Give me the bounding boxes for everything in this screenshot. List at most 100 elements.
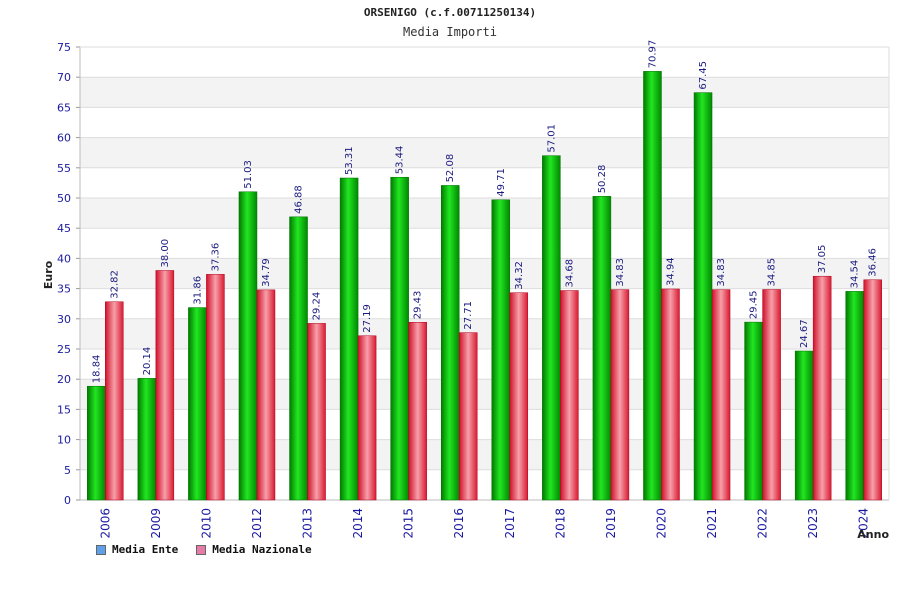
- data-label-nazionale-2021: 34.83: [716, 258, 727, 287]
- y-tick-label: 70: [57, 71, 71, 84]
- legend-label-nazionale: Media Nazionale: [212, 543, 312, 556]
- x-tick-label-2006: 2006: [98, 508, 112, 539]
- bar-ente-2023: [794, 350, 814, 501]
- x-tick-label-2015: 2015: [402, 508, 416, 539]
- data-label-ente-2016: 52.08: [445, 154, 456, 183]
- data-label-ente-2021: 67.45: [698, 61, 709, 90]
- bar-ente-2022: [744, 321, 763, 501]
- x-axis-label: Anno: [857, 528, 889, 541]
- chart-subtitle: Media Importi: [403, 25, 497, 39]
- data-label-ente-2006: 18.84: [91, 355, 102, 384]
- data-label-nazionale-2013: 29.24: [312, 292, 323, 321]
- y-axis-label: Euro: [42, 260, 55, 289]
- data-label-nazionale-2006: 32.82: [109, 270, 120, 299]
- bar-ente-2017: [491, 199, 511, 501]
- y-tick-label: 5: [64, 464, 71, 477]
- chart-title: ORSENIGO (c.f.00711250134): [363, 6, 537, 19]
- legend-item-nazionale: Media Nazionale: [196, 543, 312, 556]
- bar-nazionale-2020: [661, 288, 680, 501]
- bar-nazionale-2022: [762, 289, 781, 501]
- x-tick-label-2012: 2012: [250, 508, 264, 539]
- data-label-nazionale-2010: 37.36: [210, 243, 221, 272]
- grid-band: [80, 137, 889, 168]
- data-label-ente-2024: 34.54: [850, 260, 861, 289]
- x-tick-label-2013: 2013: [301, 508, 315, 539]
- bar-nazionale-2015: [408, 321, 427, 501]
- x-tick-label-2024: 2024: [857, 508, 871, 539]
- data-label-nazionale-2012: 34.79: [261, 258, 272, 287]
- y-tick-label: 25: [57, 343, 71, 356]
- y-tick-label: 30: [57, 313, 71, 326]
- bar-ente-2012: [238, 191, 258, 501]
- y-tick-label: 65: [57, 101, 71, 114]
- bar-ente-2013: [289, 216, 308, 501]
- data-label-ente-2013: 46.88: [294, 185, 305, 214]
- data-label-nazionale-2018: 34.68: [564, 259, 575, 288]
- y-tick-label: 45: [57, 222, 71, 235]
- data-label-ente-2012: 51.03: [243, 160, 254, 189]
- x-tick-label-2009: 2009: [149, 508, 163, 539]
- x-tick-label-2020: 2020: [654, 508, 668, 539]
- bar-nazionale-2016: [458, 332, 478, 501]
- x-tick-label-2022: 2022: [756, 508, 770, 539]
- bar-ente-2019: [592, 196, 612, 501]
- y-tick-label: 10: [57, 434, 71, 447]
- data-label-ente-2023: 24.67: [799, 319, 810, 348]
- y-tick-label: 40: [57, 252, 71, 265]
- data-label-nazionale-2024: 36.46: [868, 248, 879, 277]
- bar-nazionale-2019: [610, 289, 630, 501]
- bar-ente-2015: [390, 176, 409, 501]
- data-label-ente-2009: 20.14: [142, 347, 153, 376]
- y-tick-label: 15: [57, 403, 71, 416]
- bar-nazionale-2006: [105, 301, 124, 501]
- data-label-nazionale-2015: 29.43: [413, 291, 424, 320]
- bar-nazionale-2018: [560, 290, 579, 501]
- legend-swatch-nazionale: [196, 544, 207, 555]
- data-label-nazionale-2023: 37.05: [817, 245, 828, 274]
- bar-nazionale-2012: [256, 289, 276, 501]
- data-label-nazionale-2016: 27.71: [463, 301, 474, 330]
- bar-ente-2018: [542, 155, 561, 501]
- x-tick-label-2010: 2010: [199, 508, 213, 539]
- data-label-ente-2018: 57.01: [546, 124, 557, 153]
- bar-nazionale-2013: [307, 323, 326, 501]
- bar-nazionale-2010: [206, 274, 225, 501]
- y-tick-label: 0: [64, 494, 71, 507]
- data-label-nazionale-2017: 34.32: [514, 261, 525, 290]
- bar-ente-2014: [339, 177, 359, 501]
- bar-nazionale-2009: [155, 270, 175, 501]
- data-label-ente-2014: 53.31: [344, 146, 355, 175]
- data-label-ente-2019: 50.28: [597, 165, 608, 194]
- bar-nazionale-2023: [812, 275, 832, 501]
- x-tick-label-2017: 2017: [503, 508, 517, 539]
- bar-ente-2024: [845, 291, 864, 501]
- y-tick-label: 50: [57, 192, 71, 205]
- x-tick-label-2016: 2016: [452, 508, 466, 539]
- y-tick-label: 35: [57, 283, 71, 296]
- data-label-ente-2020: 70.97: [647, 40, 658, 69]
- data-label-ente-2017: 49.71: [496, 168, 507, 197]
- bar-nazionale-2014: [357, 335, 377, 501]
- data-label-nazionale-2014: 27.19: [362, 304, 373, 333]
- y-tick-label: 75: [57, 41, 71, 54]
- y-tick-label: 60: [57, 132, 71, 145]
- bar-nazionale-2024: [863, 279, 882, 501]
- x-tick-label-2018: 2018: [553, 508, 567, 539]
- data-label-ente-2010: 31.86: [192, 276, 203, 305]
- y-tick-label: 55: [57, 162, 71, 175]
- legend: Media Ente Media Nazionale: [96, 543, 312, 556]
- x-tick-label-2019: 2019: [604, 508, 618, 539]
- legend-item-ente: Media Ente: [96, 543, 178, 556]
- x-tick-label-2023: 2023: [806, 508, 820, 539]
- data-label-nazionale-2009: 38.00: [160, 239, 171, 268]
- bar-nazionale-2021: [711, 289, 731, 501]
- data-label-ente-2022: 29.45: [749, 290, 760, 319]
- grid-band: [80, 198, 889, 229]
- y-tick-label: 20: [57, 373, 71, 386]
- data-label-nazionale-2019: 34.83: [615, 258, 626, 287]
- x-tick-label-2021: 2021: [705, 508, 719, 539]
- bar-nazionale-2017: [509, 292, 529, 501]
- data-label-nazionale-2022: 34.85: [767, 258, 778, 287]
- bar-ente-2016: [440, 185, 460, 501]
